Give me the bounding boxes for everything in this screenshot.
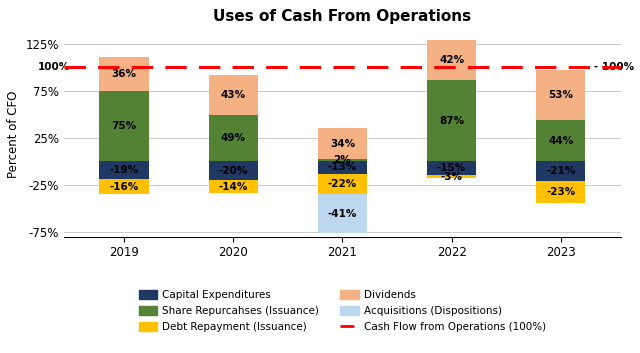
- Bar: [318, 160, 367, 161]
- Text: 49%: 49%: [221, 133, 246, 143]
- Text: 75%: 75%: [111, 121, 136, 131]
- Bar: [99, 179, 148, 194]
- Text: -19%: -19%: [109, 165, 139, 175]
- Text: 43%: 43%: [221, 90, 246, 100]
- Text: 87%: 87%: [439, 115, 464, 126]
- Bar: [209, 75, 258, 115]
- Title: Uses of Cash From Operations: Uses of Cash From Operations: [213, 9, 472, 24]
- Text: -20%: -20%: [219, 166, 248, 176]
- Bar: [536, 120, 586, 161]
- Bar: [318, 174, 367, 194]
- Text: -23%: -23%: [546, 187, 575, 197]
- Bar: [209, 180, 258, 193]
- Text: -22%: -22%: [328, 179, 357, 189]
- Bar: [99, 57, 148, 91]
- Bar: [536, 181, 586, 203]
- Text: -13%: -13%: [328, 162, 357, 173]
- Y-axis label: Percent of CFO: Percent of CFO: [7, 90, 20, 178]
- Text: -14%: -14%: [218, 182, 248, 192]
- Bar: [427, 40, 476, 80]
- Bar: [209, 115, 258, 161]
- Bar: [427, 80, 476, 161]
- Text: 100%: 100%: [38, 62, 70, 72]
- Bar: [536, 70, 586, 120]
- Bar: [536, 161, 586, 181]
- Bar: [318, 161, 367, 174]
- Text: 34%: 34%: [330, 138, 355, 149]
- Text: - 100%: - 100%: [594, 62, 634, 72]
- Bar: [99, 91, 148, 161]
- Bar: [318, 127, 367, 160]
- Bar: [318, 194, 367, 233]
- Bar: [209, 161, 258, 180]
- Text: 44%: 44%: [548, 136, 573, 146]
- Bar: [427, 175, 476, 178]
- Bar: [99, 161, 148, 179]
- Text: 2%: 2%: [333, 155, 351, 166]
- Text: -15%: -15%: [437, 163, 466, 173]
- Text: -16%: -16%: [109, 182, 139, 192]
- Text: 42%: 42%: [439, 55, 464, 65]
- Text: -41%: -41%: [328, 209, 357, 219]
- Text: 53%: 53%: [548, 90, 573, 100]
- Legend: Capital Expenditures, Share Repurcahses (Issuance), Debt Repayment (Issuance), D: Capital Expenditures, Share Repurcahses …: [136, 287, 549, 335]
- Text: 36%: 36%: [111, 69, 136, 79]
- Bar: [427, 161, 476, 175]
- Text: -21%: -21%: [546, 166, 575, 176]
- Text: -3%: -3%: [440, 172, 463, 182]
